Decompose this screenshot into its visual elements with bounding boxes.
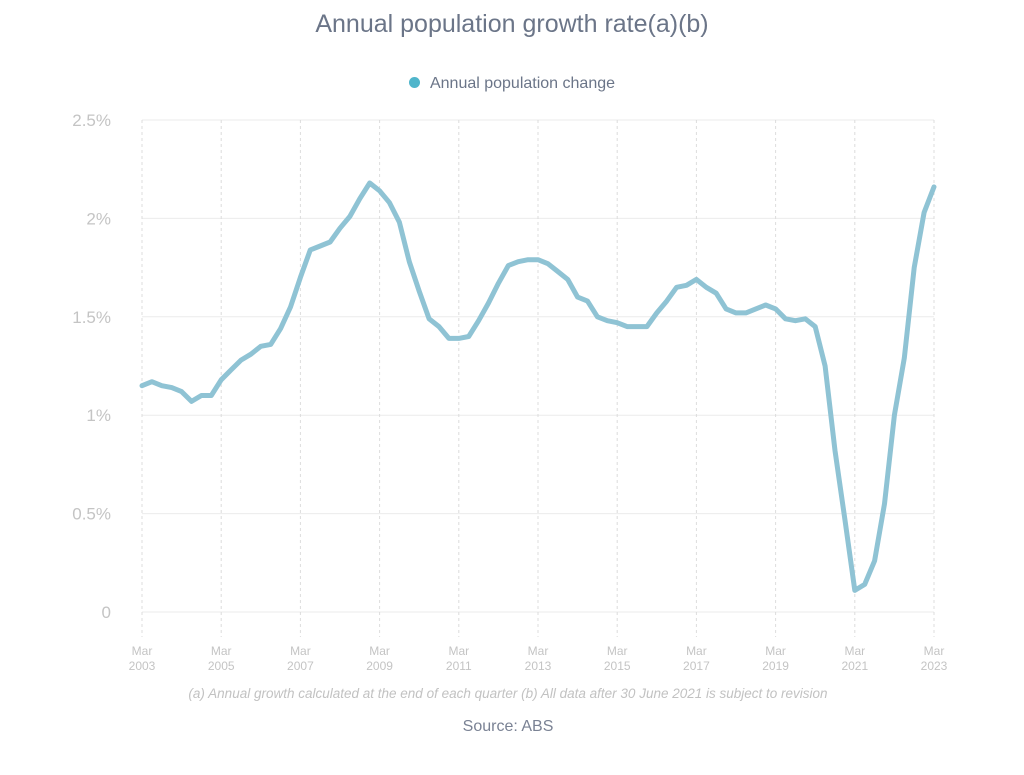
chart-plot: 00.5%1%1.5%2%2.5% Mar2003Mar2005Mar2007M… <box>72 111 948 673</box>
x-tick-label-year: 2013 <box>525 659 552 673</box>
x-axis-labels: Mar2003Mar2005Mar2007Mar2009Mar2011Mar20… <box>129 644 948 673</box>
y-tick-label: 0.5% <box>72 505 111 524</box>
y-tick-label: 1% <box>86 406 111 425</box>
x-tick-label-month: Mar <box>448 644 469 658</box>
x-tick-label-year: 2015 <box>604 659 631 673</box>
x-tick-label-month: Mar <box>369 644 390 658</box>
y-tick-label: 0 <box>102 603 111 622</box>
x-tick-label-year: 2007 <box>287 659 314 673</box>
y-tick-label: 2% <box>86 209 111 228</box>
x-tick-label-month: Mar <box>211 644 232 658</box>
x-tick-label-month: Mar <box>132 644 153 658</box>
chart-footnote: (a) Annual growth calculated at the end … <box>188 686 828 701</box>
x-tick-label-month: Mar <box>924 644 945 658</box>
x-tick-label-year: 2019 <box>762 659 789 673</box>
x-tick-label-year: 2003 <box>129 659 156 673</box>
x-tick-label-month: Mar <box>765 644 786 658</box>
legend-marker-icon <box>408 77 420 88</box>
x-tick-label-month: Mar <box>844 644 865 658</box>
x-tick-label-month: Mar <box>528 644 549 658</box>
vertical-gridlines <box>141 120 935 637</box>
x-tick-label-month: Mar <box>607 644 628 658</box>
legend-label: Annual population change <box>429 75 616 92</box>
chart-source: Source: ABS <box>462 718 554 735</box>
y-axis-labels: 0 0.5% 1% 1.5% 2% 2.5% <box>72 111 111 622</box>
y-tick-label: 1.5% <box>72 308 111 327</box>
chart-legend[interactable]: Annual population change <box>0 75 1024 93</box>
x-tick-label-year: 2023 <box>921 659 948 673</box>
x-tick-label-year: 2011 <box>446 659 472 673</box>
x-tick-label-year: 2021 <box>841 659 868 673</box>
series-line-annual-population-change <box>139 180 937 593</box>
x-tick-label-year: 2009 <box>366 659 393 673</box>
y-tick-label: 2.5% <box>72 111 111 130</box>
chart-title: Annual population growth rate(a)(b) <box>315 10 709 38</box>
x-tick-label-month: Mar <box>290 644 311 658</box>
x-tick-label-year: 2017 <box>683 659 710 673</box>
x-tick-label-year: 2005 <box>208 659 235 673</box>
series-layer <box>139 180 937 593</box>
x-tick-label-month: Mar <box>686 644 707 658</box>
